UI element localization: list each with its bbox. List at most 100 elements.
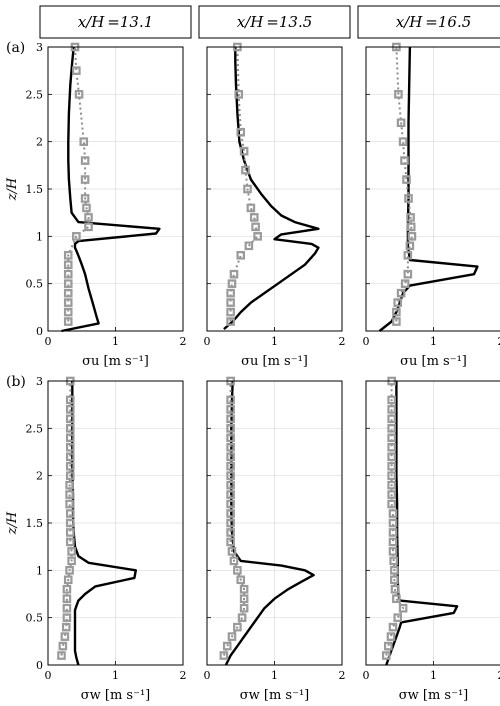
- experiment-marker: [82, 203, 91, 213]
- experiment-marker: [62, 613, 72, 622]
- experiment-marker: [387, 395, 396, 405]
- experiment-marker: [405, 241, 415, 251]
- experiment-marker: [388, 528, 398, 537]
- experiment-marker: [406, 222, 416, 232]
- x-tick-label: 1: [112, 669, 119, 682]
- experiment-marker: [387, 480, 396, 490]
- x-axis-label: σu [m s⁻¹]: [400, 354, 467, 369]
- experiment-marker: [62, 584, 72, 594]
- experiment-marker: [239, 584, 249, 594]
- experiment-marker: [229, 269, 239, 279]
- y-tick-label: 3: [36, 41, 43, 54]
- experiment-marker: [389, 556, 398, 566]
- experiment-marker: [63, 307, 73, 317]
- experiment-marker: [249, 213, 259, 222]
- les-profile-line: [61, 46, 161, 333]
- y-tick-label: 0.5: [26, 278, 44, 291]
- experiment-marker: [65, 499, 74, 509]
- experiment-marker: [387, 499, 396, 509]
- experiment-marker: [226, 442, 235, 452]
- experiment-marker: [251, 222, 260, 232]
- panel-b-3: 0 1 2 σw [m s⁻¹]: [363, 376, 500, 703]
- experiment-marker: [239, 603, 249, 613]
- experiment-marker: [394, 90, 403, 99]
- column-header-text: x/H =16.5: [396, 13, 472, 31]
- y-axis-label: z/H: [5, 177, 20, 201]
- experiment-marker: [227, 632, 237, 641]
- column-header-box: [39, 5, 192, 39]
- experiment-marker: [241, 165, 250, 175]
- x-tick-label: 0: [45, 335, 52, 348]
- experiment-marker: [226, 518, 235, 528]
- y-tick-label: 3: [36, 375, 43, 388]
- experiment-marker: [392, 317, 401, 326]
- experiment-marker: [404, 194, 413, 203]
- experiment-marker: [396, 118, 406, 128]
- column-header: x/H =16.5: [357, 5, 500, 39]
- experiment-marker: [392, 307, 401, 317]
- experiment-marker: [387, 452, 396, 462]
- y-tick-label: 1: [36, 564, 43, 577]
- experiment-marker: [65, 424, 75, 433]
- experiment-marker: [60, 632, 70, 641]
- experiment-marker: [63, 260, 73, 270]
- experiment-marker: [388, 547, 398, 556]
- panel-a-2: 0 1 2 σu [m s⁻¹]: [204, 42, 346, 369]
- experiment-marker: [226, 424, 235, 433]
- experiment-marker: [406, 213, 415, 222]
- experiment-marker: [233, 622, 242, 632]
- experiment-marker: [65, 518, 75, 528]
- experiment-marker: [237, 613, 247, 622]
- column-header-text: x/H =13.5: [237, 13, 313, 31]
- experiment-marker: [65, 490, 74, 499]
- experiment-marker: [388, 518, 398, 528]
- experiment-marker: [407, 232, 417, 241]
- experiment-marker: [72, 232, 81, 241]
- les-profile-line: [71, 381, 138, 666]
- experiment-marker: [79, 137, 89, 146]
- experiment-marker: [390, 575, 399, 585]
- experiment-marker: [234, 90, 244, 99]
- column-header: x/H =13.1: [39, 5, 192, 39]
- experiment-marker: [65, 452, 75, 462]
- experiment-marker: [390, 584, 400, 594]
- les-profile-line: [223, 47, 320, 331]
- experiment-marker: [67, 547, 76, 556]
- experiment-marker: [388, 509, 398, 518]
- experiment-marker: [400, 279, 410, 288]
- y-tick-label: 0: [36, 325, 43, 338]
- experiment-marker: [402, 175, 411, 184]
- x-axis-label: σu [m s⁻¹]: [82, 354, 149, 369]
- experiment-marker: [65, 471, 75, 480]
- x-axis-label: σw [m s⁻¹]: [81, 688, 150, 703]
- experiment-marker: [226, 395, 235, 405]
- experiment-marker: [386, 632, 396, 641]
- x-tick-label: 1: [271, 669, 278, 682]
- experiment-marker: [396, 288, 406, 298]
- experiment-marker: [72, 66, 81, 75]
- experiment-marker: [58, 641, 68, 651]
- column-header-box: [357, 5, 500, 39]
- experiment-marker: [226, 405, 235, 414]
- experiment-marker: [387, 414, 396, 424]
- experiment-marker: [387, 442, 396, 452]
- experiment-marker: [387, 405, 396, 414]
- experiment-marker: [383, 641, 393, 651]
- experiment-marker: [65, 480, 74, 490]
- x-tick-label: 1: [430, 669, 437, 682]
- panel-a-1: 0 1 2 0 0.5 1 1.5 2 2.5 3 σu [m s⁻¹] z/H: [5, 41, 187, 369]
- y-axis-label: z/H: [5, 511, 20, 535]
- experiment-marker: [63, 250, 73, 260]
- row-label: (b): [6, 374, 26, 390]
- experiment-marker: [226, 528, 235, 537]
- experiment-marker: [65, 509, 75, 518]
- experiment-marker: [63, 279, 73, 288]
- experiment-marker: [84, 213, 93, 222]
- experiment-marker: [227, 547, 237, 556]
- experiment-marker: [226, 490, 235, 499]
- panel-b-1: 0 1 2 0 0.5 1 1.5 2 2.5 3 σw [m s⁻¹] z/H: [5, 375, 187, 703]
- x-tick-label: 1: [112, 335, 119, 348]
- experiment-marker: [226, 414, 235, 424]
- y-tick-label: 2.5: [26, 88, 44, 101]
- experiment-marker: [393, 613, 403, 622]
